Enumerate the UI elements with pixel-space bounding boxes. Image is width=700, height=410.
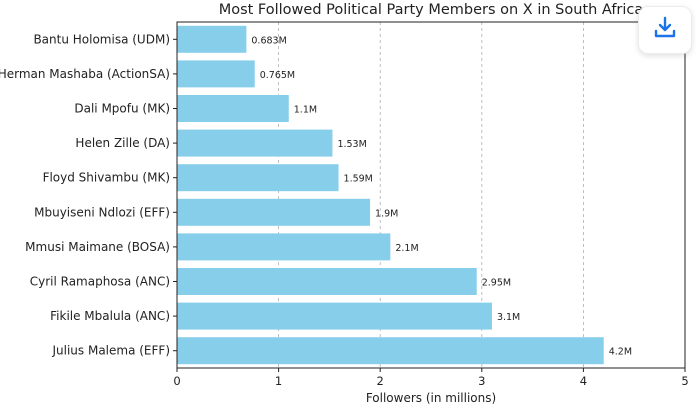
chart-title: Most Followed Political Party Members on… [219,2,644,18]
download-icon [652,15,678,45]
y-tick-label: Bantu Holomisa (UDM) [33,32,170,46]
x-tick-label: 2 [377,374,384,388]
bar [177,95,289,122]
data-label: 1.1M [294,105,317,116]
y-tick-label: Mbuyiseni Ndlozi (EFF) [34,205,170,219]
data-label: 1.9M [375,208,398,219]
data-label: 2.95M [482,278,511,289]
data-label: 0.765M [260,70,295,81]
x-tick-label: 1 [275,374,282,388]
y-axis-labels: Bantu Holomisa (UDM) Herman Mashaba (Acti… [0,32,177,358]
y-tick-label: Fikile Mbalula (ANC) [50,309,170,323]
download-button[interactable] [638,6,692,54]
y-tick-label: Julius Malema (EFF) [51,344,170,358]
plot-frame [176,21,686,369]
x-tick-label: 3 [478,374,485,388]
x-tick-label: 4 [580,374,587,388]
bar [177,129,333,157]
x-axis-ticks: 0 1 2 3 4 5 [173,368,689,388]
data-label: 1.53M [337,139,366,150]
bar [177,268,477,295]
y-tick-label: Floyd Shivambu (MK) [43,171,170,185]
x-axis-label: Followers (in millions) [366,391,496,405]
data-label: 1.59M [344,174,373,185]
bar [177,233,391,261]
y-tick-label: Herman Mashaba (ActionSA) [0,67,170,81]
x-tick-label: 0 [173,374,180,388]
bar [177,164,339,192]
bar [177,302,492,330]
y-tick-label: Mmusi Maimane (BOSA) [25,240,170,254]
bar [177,60,255,88]
x-tick-label: 5 [681,374,688,388]
bar [177,25,247,53]
y-tick-label: Cyril Ramaphosa (ANC) [30,275,170,289]
y-tick-label: Dali Mpofu (MK) [74,102,170,116]
data-label: 0.683M [251,35,286,46]
data-label: 4.2M [609,347,632,358]
y-tick-label: Helen Zille (DA) [75,136,170,150]
data-label: 2.1M [395,243,418,254]
data-labels: 0.683M 0.765M 1.1M 1.53M 1.59M 1.9M 2.1M 2.95M 3… [251,35,632,357]
data-label: 3.1M [497,312,520,323]
bar [177,198,371,226]
bar [177,337,604,365]
bars [177,25,604,365]
